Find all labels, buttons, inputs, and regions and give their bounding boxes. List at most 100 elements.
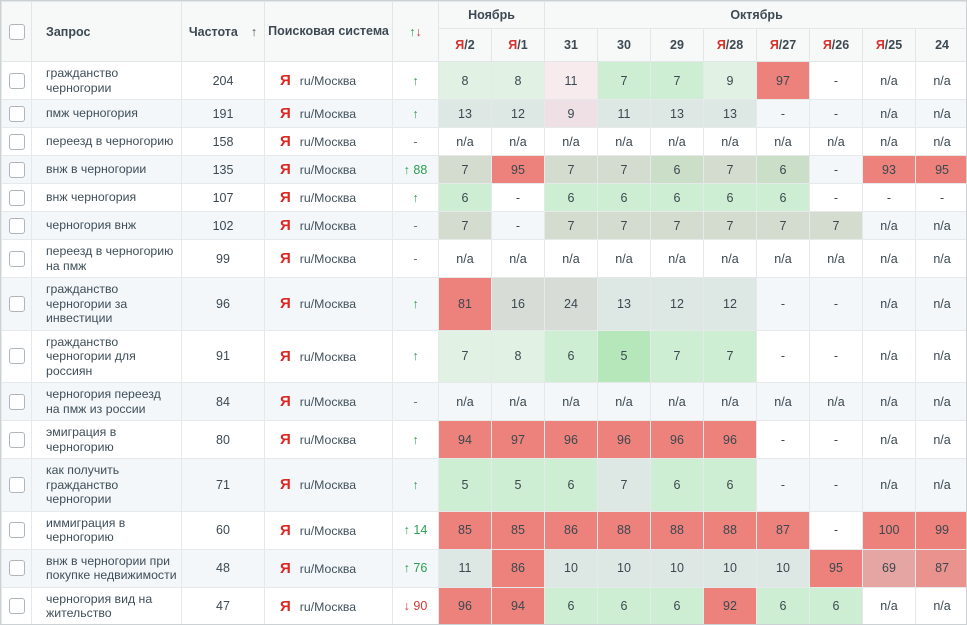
position-cell: -	[756, 458, 810, 512]
up-arrow-icon: ↑	[412, 432, 419, 447]
row-checkbox-cell	[1, 127, 32, 156]
select-all-checkbox[interactable]	[8, 23, 25, 40]
position-cell: 96	[597, 420, 651, 459]
date-column-header-24[interactable]: 24	[914, 28, 966, 62]
query-text: черногория вид на жительство	[46, 591, 153, 621]
position-cell: 6	[650, 458, 704, 512]
query-text: гражданство черногории	[46, 66, 119, 95]
query-cell[interactable]: иммиграция в черногорию	[31, 510, 182, 550]
yandex-icon: Я	[455, 38, 465, 52]
query-cell[interactable]: гражданство черногории для россиян	[31, 329, 182, 383]
position-cell: 11	[438, 548, 492, 588]
query-cell[interactable]: внж в черногории при покупке недвижимост…	[31, 548, 182, 588]
position-cell: -	[809, 99, 863, 128]
column-header-search-engine[interactable]: Поисковая система	[264, 1, 393, 62]
position-cell: 6	[650, 586, 704, 624]
position-cell: n/a	[914, 382, 966, 421]
row-checkbox[interactable]	[8, 133, 25, 150]
date-column-header-Я-1[interactable]: Я/1	[491, 28, 545, 62]
position-cell: -	[809, 420, 863, 459]
query-text: эмиграция в черногорию	[46, 425, 117, 454]
row-checkbox[interactable]	[8, 348, 25, 365]
position-cell: n/a	[544, 382, 598, 421]
row-checkbox[interactable]	[8, 598, 25, 614]
position-cell: -	[809, 61, 863, 100]
query-cell[interactable]: переезд в черногорию	[31, 127, 182, 156]
query-cell[interactable]: переезд в черногорию на пмж	[31, 239, 182, 278]
row-checkbox[interactable]	[8, 72, 25, 89]
position-cell: -	[914, 183, 966, 212]
position-cell: 69	[862, 548, 916, 588]
query-cell[interactable]: внж в черногории	[31, 155, 182, 184]
position-cell: -	[491, 211, 545, 240]
position-cell: n/a	[438, 382, 492, 421]
row-checkbox[interactable]	[8, 522, 25, 538]
row-checkbox-cell	[1, 155, 32, 184]
row-checkbox[interactable]	[8, 161, 25, 178]
query-text: иммиграция в черногорию	[46, 515, 126, 545]
row-checkbox[interactable]	[8, 431, 25, 448]
position-cell: n/a	[756, 382, 810, 421]
row-checkbox[interactable]	[8, 105, 25, 122]
query-cell[interactable]: черногория вид на жительство	[31, 586, 182, 624]
position-cell: n/a	[597, 239, 651, 278]
yandex-icon: Я	[280, 393, 291, 410]
query-cell[interactable]: пмж черногория	[31, 99, 182, 128]
position-cell: 13	[597, 277, 651, 331]
query-cell[interactable]: гражданство черногории за инвестиции	[31, 277, 182, 331]
date-column-header-Я-28[interactable]: Я/28	[703, 28, 757, 62]
row-checkbox[interactable]	[8, 217, 25, 234]
query-cell[interactable]: как получить гражданство черногории	[31, 458, 182, 512]
query-cell[interactable]: эмиграция в черногорию	[31, 420, 182, 459]
sort-ascending-icon[interactable]: ↑	[250, 24, 258, 39]
region-label: ru/Москва	[299, 561, 357, 576]
position-cell: 7	[597, 155, 651, 184]
date-column-header-Я-27[interactable]: Я/27	[756, 28, 810, 62]
query-cell[interactable]: черногория переезд на пмж из россии	[31, 382, 182, 421]
column-header-frequency[interactable]: Частота ↑	[181, 1, 265, 62]
row-checkbox[interactable]	[8, 189, 25, 206]
region-label: ru/Москва	[299, 433, 357, 447]
query-text: переезд в черногорию	[46, 134, 174, 149]
date-column-header-30[interactable]: 30	[597, 28, 651, 62]
position-cell: 7	[597, 211, 651, 240]
region-label: ru/Москва	[299, 74, 357, 88]
date-column-header-Я-26[interactable]: Я/26	[809, 28, 863, 62]
position-cell: 7	[438, 329, 492, 383]
row-checkbox[interactable]	[8, 393, 25, 410]
row-checkbox-cell	[1, 99, 32, 128]
position-cell: n/a	[544, 127, 598, 156]
position-cell: 86	[544, 510, 598, 550]
position-cell: 9	[544, 99, 598, 128]
row-checkbox[interactable]	[8, 295, 25, 312]
position-cell: -	[809, 510, 863, 550]
position-cell: 8	[491, 61, 545, 100]
position-cell: n/a	[491, 382, 545, 421]
position-cell: n/a	[862, 61, 916, 100]
date-column-header-31[interactable]: 31	[544, 28, 598, 62]
row-checkbox[interactable]	[8, 560, 25, 576]
date-column-header-Я-25[interactable]: Я/25	[862, 28, 916, 62]
date-column-header-Я-2[interactable]: Я/2	[438, 28, 492, 62]
query-cell[interactable]: внж черногория	[31, 183, 182, 212]
yandex-icon: Я	[280, 559, 291, 577]
position-cell: 86	[491, 548, 545, 588]
yandex-icon: Я	[280, 189, 291, 206]
row-checkbox[interactable]	[8, 476, 25, 493]
query-cell[interactable]: гражданство черногории	[31, 61, 182, 100]
position-cell: n/a	[438, 127, 492, 156]
position-cell: n/a	[650, 127, 704, 156]
row-checkbox[interactable]	[8, 250, 25, 267]
column-header-change[interactable]: ↑↓	[392, 1, 439, 62]
date-column-header-29[interactable]: 29	[650, 28, 704, 62]
column-header-query[interactable]: Запрос	[31, 1, 182, 62]
row-checkbox-cell	[1, 458, 32, 512]
row-checkbox-cell	[1, 277, 32, 331]
query-cell[interactable]: черногория внж	[31, 211, 182, 240]
table-row: внж в черногории при покупке недвижимост…	[1, 548, 966, 588]
down-arrow-icon: ↓	[415, 24, 422, 39]
